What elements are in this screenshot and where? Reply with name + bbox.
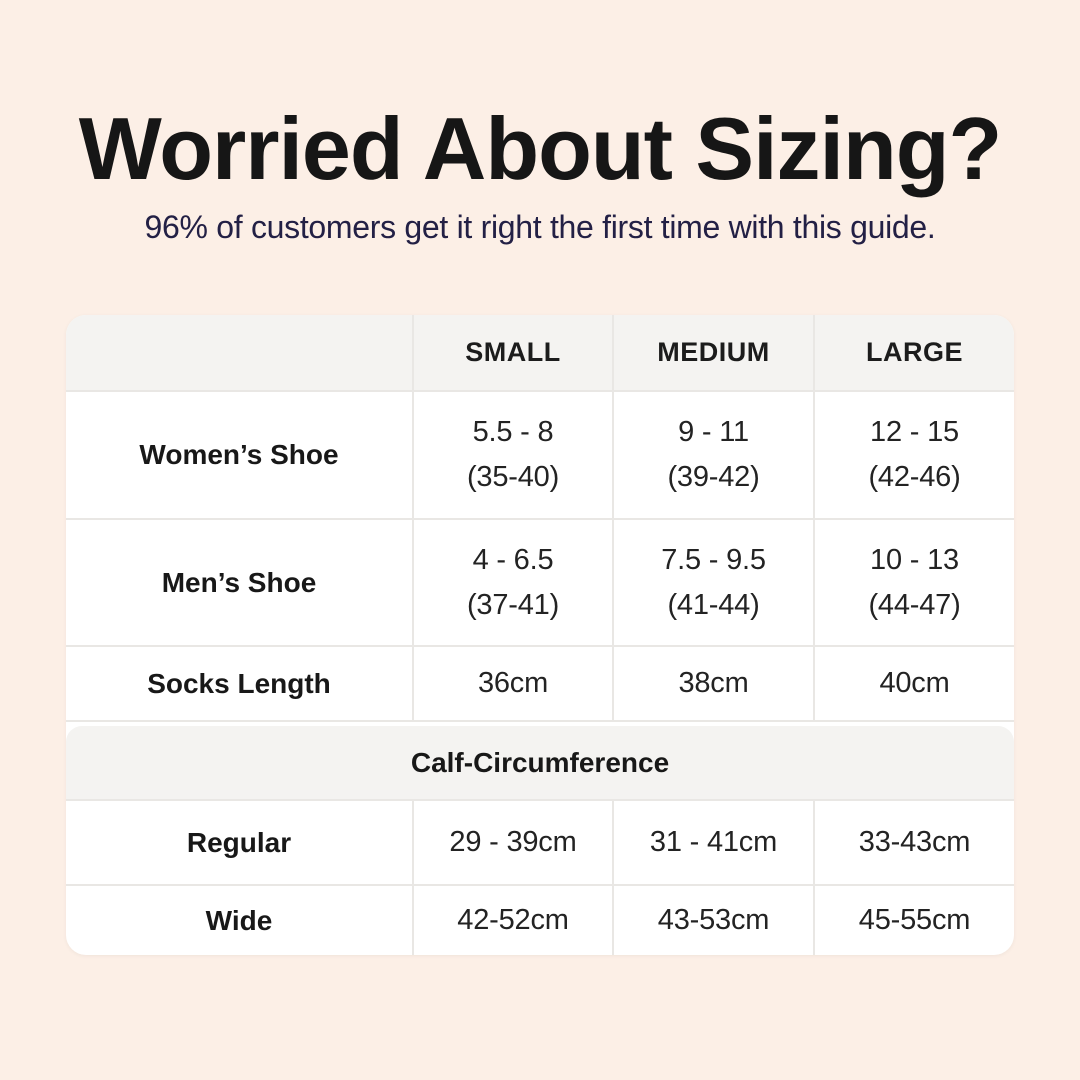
cell-wide-small: 42-52cm [412,886,612,955]
cell-socks-large: 40cm [813,647,1014,720]
sizing-table: SMALL MEDIUM LARGE Women’s Shoe 5.5 - 8 … [66,315,1014,955]
column-header-medium: MEDIUM [612,315,813,390]
cell-line: (35-40) [466,461,560,493]
cell-line: 12 - 15 [870,416,959,449]
cell-womens-large: 12 - 15 (42-46) [813,392,1014,518]
table-row-womens-shoe: Women’s Shoe 5.5 - 8 (35-40) 9 - 11 (39-… [66,390,1014,518]
cell-socks-small: 36cm [412,647,612,720]
cell-line: (42-46) [868,461,961,493]
cell-mens-large: 10 - 13 (44-47) [813,520,1014,645]
cell-line: 5.5 - 8 [472,416,554,449]
table-row-socks-length: Socks Length 36cm 38cm 40cm [66,645,1014,722]
page-title: Worried About Sizing? [78,99,1002,198]
cell-line: 10 - 13 [870,543,959,576]
cell-regular-medium: 31 - 41cm [612,801,813,884]
cell-line: (39-42) [667,461,760,493]
cell-mens-small: 4 - 6.5 (37-41) [412,520,612,645]
corner-cell [66,315,412,390]
cell-womens-small: 5.5 - 8 (35-40) [412,392,612,518]
cell-line: (37-41) [466,588,560,621]
cell-line: (44-47) [868,588,961,621]
table-header-row: SMALL MEDIUM LARGE [66,315,1014,390]
row-label: Men’s Shoe [161,566,317,598]
column-header-large: LARGE [813,315,1014,390]
cell-wide-medium: 43-53cm [612,886,813,955]
cell-line: 4 - 6.5 [472,543,554,576]
cell-socks-medium: 38cm [612,647,813,720]
cell-regular-small: 29 - 39cm [412,801,612,884]
cell-line: 7.5 - 9.5 [661,543,766,576]
table-row-wide: Wide 42-52cm 43-53cm 45-55cm [66,884,1014,955]
row-label: Women’s Shoe [139,439,339,470]
row-label: Socks Length [147,667,331,699]
cell-wide-large: 45-55cm [813,886,1014,955]
table-row-mens-shoe: Men’s Shoe 4 - 6.5 (37-41) 7.5 - 9.5 (41… [66,518,1014,645]
row-label: Wide [205,904,273,936]
row-label: Regular [186,826,292,858]
cell-mens-medium: 7.5 - 9.5 (41-44) [612,520,813,645]
cell-regular-large: 33-43cm [813,801,1014,884]
cell-womens-medium: 9 - 11 (39-42) [612,392,813,518]
cell-line: 9 - 11 [678,416,749,449]
table-row-regular: Regular 29 - 39cm 31 - 41cm 33-43cm [66,801,1014,884]
calf-circumference-section-header: Calf-Circumference [66,726,1014,801]
column-header-small: SMALL [412,315,612,390]
cell-line: (41-44) [667,588,760,621]
page-subtitle: 96% of customers get it right the first … [144,209,936,245]
